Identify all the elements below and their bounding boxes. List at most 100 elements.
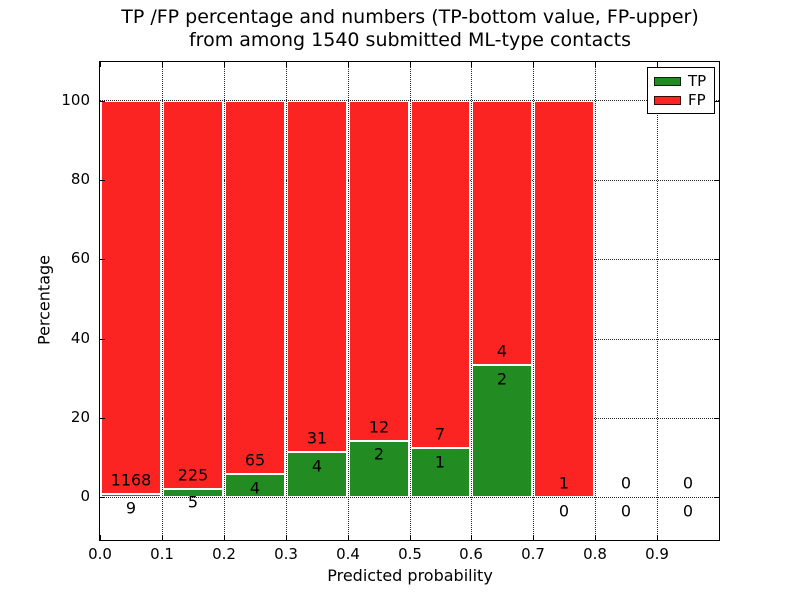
bar-segment-tp: [163, 489, 223, 497]
fp-count-label: 225: [177, 465, 209, 485]
x-tick-mark-bottom: [100, 535, 101, 540]
x-tick-mark-top: [471, 62, 472, 67]
bar-segment-fp: [534, 101, 594, 497]
gridline-x-0.4: [348, 62, 349, 540]
tp-count-label: 9: [125, 498, 137, 518]
tp-count-label: 0: [682, 501, 694, 521]
bar-segment-fp: [472, 101, 532, 365]
x-tick-mark-top: [595, 62, 596, 67]
fp-count-label: 31: [306, 428, 328, 448]
x-tick-mark-top: [533, 62, 534, 67]
x-axis-label: Predicted probability: [327, 566, 493, 585]
x-tick-mark-bottom: [533, 535, 534, 540]
bar-segment-tp: [225, 474, 285, 497]
x-tick-mark-top: [162, 62, 163, 67]
legend-label-tp: TP: [688, 72, 707, 90]
y-tick-mark-left: [100, 180, 105, 181]
legend-label-fp: FP: [688, 91, 706, 109]
bar-segment-fp: [225, 101, 285, 474]
gridline-y-40: [100, 339, 719, 340]
y-tick-mark-right: [714, 497, 719, 498]
gridline-x-0.9: [657, 62, 658, 540]
y-tick-label-60: 60: [70, 249, 90, 267]
y-axis-label: Percentage: [34, 254, 54, 346]
tp-count-label: 2: [496, 369, 508, 389]
y-tick-label-80: 80: [70, 170, 90, 188]
fp-count-label: 65: [244, 450, 266, 470]
gridline-x-0.8: [595, 62, 596, 540]
x-tick-mark-bottom: [162, 535, 163, 540]
y-tick-label-0: 0: [80, 487, 90, 505]
x-tick-mark-top: [224, 62, 225, 67]
x-tick-mark-bottom: [224, 535, 225, 540]
x-tick-mark-bottom: [286, 535, 287, 540]
fp-count-label: 1168: [110, 470, 152, 490]
fp-count-label: 7: [434, 424, 446, 444]
x-tick-mark-bottom: [410, 535, 411, 540]
x-tick-label-0.3: 0.3: [274, 545, 298, 563]
y-tick-mark-left: [100, 339, 105, 340]
bar-segment-fp: [287, 101, 347, 452]
tp-count-label: 0: [620, 501, 632, 521]
x-tick-label-0.6: 0.6: [459, 545, 483, 563]
y-tick-mark-left: [100, 259, 105, 260]
bar-segment-tp: [101, 494, 161, 497]
fp-count-label: 12: [368, 417, 390, 437]
x-tick-mark-top: [348, 62, 349, 67]
y-tick-label-100: 100: [61, 91, 90, 109]
y-tick-mark-left: [100, 101, 105, 102]
fp-swatch-icon: [654, 95, 681, 105]
gridline-x-0.7: [533, 62, 534, 540]
y-tick-mark-right: [714, 418, 719, 419]
bar-segment-fp: [163, 101, 223, 489]
y-tick-label-20: 20: [70, 408, 90, 426]
chart-title-line2: from among 1540 submitted ML-type contac…: [188, 29, 632, 51]
y-tick-label-40: 40: [70, 329, 90, 347]
bar-segment-fp: [349, 101, 409, 441]
bar-segment-fp: [411, 101, 470, 448]
y-tick-mark-left: [100, 418, 105, 419]
gridline-x-0.6: [471, 62, 472, 540]
bar-segment-fp: [101, 101, 161, 494]
fp-count-label: 0: [620, 473, 632, 493]
x-tick-mark-top: [100, 62, 101, 67]
tp-count-label: 5: [187, 492, 199, 512]
tp-count-label: 1: [434, 452, 446, 472]
bar-segment-tp: [287, 452, 347, 497]
legend: TP FP: [647, 67, 715, 114]
x-tick-label-0.2: 0.2: [212, 545, 236, 563]
fp-count-label: 0: [682, 473, 694, 493]
x-tick-label-0.8: 0.8: [583, 545, 607, 563]
chart-title: TP /FP percentage and numbers (TP-bottom…: [99, 6, 721, 52]
gridline-x-0.5: [410, 62, 411, 540]
gridline-y-60: [100, 259, 719, 260]
tp-swatch-icon: [654, 76, 681, 86]
bar-segment-tp: [349, 441, 409, 497]
bar-segment-tp: [411, 448, 470, 497]
plot-area: 1168 9 225 5 65 4 31 4 12 2 7 1 4 2 1 0 0 0 0 0: [99, 61, 720, 541]
x-tick-mark-top: [657, 62, 658, 67]
tp-count-label: 2: [373, 444, 385, 464]
x-tick-mark-bottom: [595, 535, 596, 540]
x-tick-label-0.1: 0.1: [150, 545, 174, 563]
gridline-y-0: [100, 497, 719, 498]
y-tick-mark-right: [714, 259, 719, 260]
gridline-x-0.1: [162, 62, 163, 540]
y-tick-mark-right: [714, 180, 719, 181]
gridline-y-100: [100, 100, 719, 101]
tp-count-label: 4: [249, 478, 261, 498]
y-tick-mark-right: [714, 339, 719, 340]
tp-count-label: 0: [558, 501, 570, 521]
tp-count-label: 4: [311, 456, 323, 476]
x-tick-label-0.7: 0.7: [521, 545, 545, 563]
x-tick-label-0.4: 0.4: [336, 545, 360, 563]
y-tick-mark-right: [714, 101, 719, 102]
legend-entry-fp: FP: [654, 91, 714, 109]
gridline-x-0.3: [286, 62, 287, 540]
fp-count-label: 1: [558, 473, 570, 493]
gridline-y-20: [100, 418, 719, 419]
chart-title-line1: TP /FP percentage and numbers (TP-bottom…: [121, 6, 699, 28]
legend-entry-tp: TP: [654, 72, 714, 90]
fp-count-label: 4: [496, 341, 508, 361]
